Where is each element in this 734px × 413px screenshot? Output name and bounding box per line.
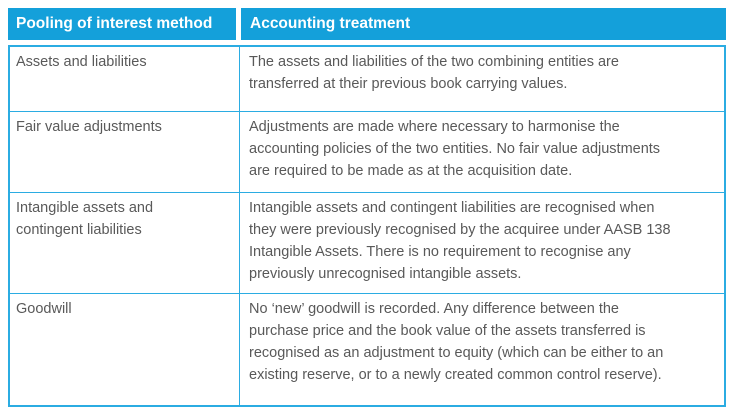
cell-treatment: Intangible assets and contingent liabili…: [249, 200, 671, 282]
cell-treatment: No ‘new’ goodwill is recorded. Any diffe…: [249, 301, 664, 383]
table-body: Assets and liabilities The assets and li…: [8, 45, 726, 407]
header-label-method: Pooling of interest method: [16, 15, 213, 32]
table-row-fair-value-adjustments: Fair value adjustments Adjustments are m…: [10, 111, 724, 192]
table-row-intangible-assets: Intangible assets and contingent liabili…: [10, 192, 724, 293]
cell-method: Intangible assets and contingent liabili…: [10, 193, 240, 293]
header-label-treatment: Accounting treatment: [250, 15, 411, 32]
header-cell-method: Pooling of interest method: [8, 8, 236, 40]
table-header-row: Pooling of interest method Accounting tr…: [8, 8, 726, 40]
table-row-assets-liabilities: Assets and liabilities The assets and li…: [10, 47, 724, 111]
header-cell-treatment: Accounting treatment: [241, 8, 726, 40]
cell-treatment: Adjustments are made where necessary to …: [249, 119, 661, 179]
pooling-of-interest-table: Pooling of interest method Accounting tr…: [8, 8, 726, 407]
cell-method: Assets and liabilities: [10, 47, 240, 111]
cell-method: Goodwill: [10, 294, 240, 405]
cell-treatment: The assets and liabilities of the two co…: [249, 54, 619, 92]
cell-method: Fair value adjustments: [10, 112, 240, 192]
header-cell-divider: [236, 8, 241, 40]
table-row-goodwill: Goodwill No ‘new’ goodwill is recorded. …: [10, 293, 724, 405]
